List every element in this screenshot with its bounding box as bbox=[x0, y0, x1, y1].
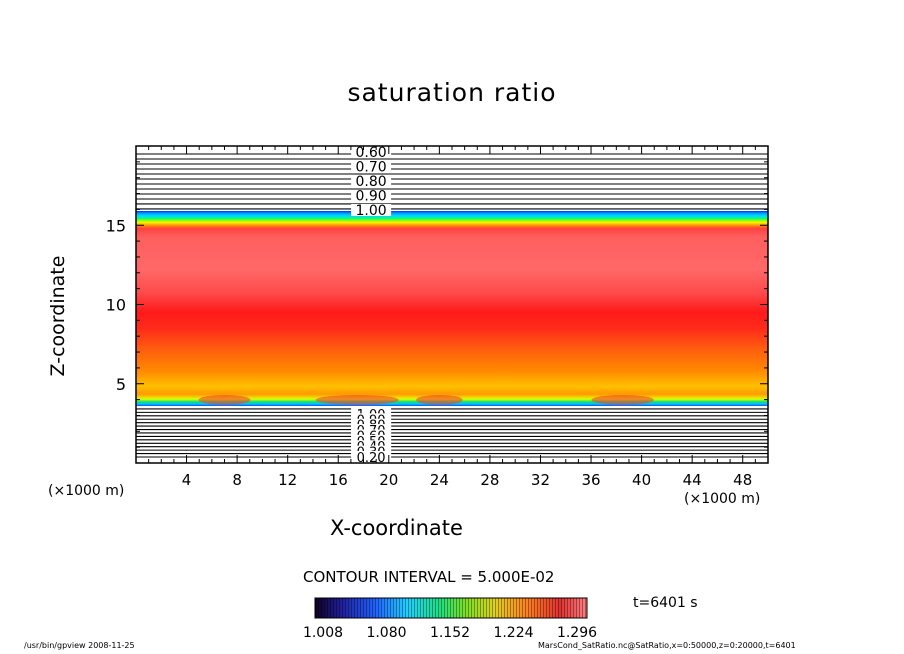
colorbar-tick-labels: 1.008 1.080 1.152 1.224 1.296 bbox=[303, 625, 597, 641]
x-tick-label: 40 bbox=[632, 471, 651, 489]
x-tick-label: 20 bbox=[379, 471, 398, 489]
saturation-bump bbox=[198, 394, 251, 405]
colorbar-tick-label: 1.224 bbox=[493, 625, 533, 641]
colorbar-tick-label: 1.296 bbox=[557, 625, 597, 641]
contour-label: 0.70 bbox=[356, 160, 387, 176]
saturation-band bbox=[136, 210, 768, 406]
x-tick-label: 8 bbox=[232, 471, 242, 489]
saturation-bump bbox=[315, 394, 399, 405]
x-unit-label-left: (×1000 m) bbox=[48, 483, 125, 499]
y-tick-label: 10 bbox=[106, 296, 126, 315]
colorbar-tick-label: 1.008 bbox=[303, 625, 343, 641]
saturation-bump bbox=[591, 394, 654, 405]
contour-label: 0.90 bbox=[356, 189, 387, 205]
contour-label-box bbox=[351, 189, 392, 202]
x-axis-label: X-coordinate bbox=[330, 516, 463, 540]
contour-label-box bbox=[351, 146, 392, 158]
footer-source: MarsCond_SatRatio.nc@SatRatio,x=0:50000,… bbox=[538, 641, 796, 650]
contour-lines bbox=[136, 153, 768, 458]
contour-labels: 0.600.700.800.901.001.000.900.800.700.60… bbox=[351, 145, 392, 466]
colorbar-tick-label: 1.152 bbox=[430, 625, 470, 641]
x-tick-label: 12 bbox=[278, 471, 297, 489]
x-tick-label: 28 bbox=[480, 471, 499, 489]
x-tick-label: 24 bbox=[430, 471, 449, 489]
colorbar bbox=[314, 597, 588, 619]
x-tick-label: 48 bbox=[733, 471, 752, 489]
x-unit-label-right: (×1000 m) bbox=[684, 491, 761, 507]
saturation-fill-layer bbox=[136, 210, 768, 406]
y-tick-label: 5 bbox=[116, 375, 126, 394]
footer-command: /usr/bin/gpview 2008-11-25 bbox=[24, 641, 135, 650]
y-axis-label: Z-coordinate bbox=[47, 255, 69, 377]
colorbar-bins bbox=[315, 598, 587, 618]
time-label: t=6401 s bbox=[633, 595, 698, 611]
x-tick-label: 44 bbox=[683, 471, 702, 489]
y-tick-label: 15 bbox=[106, 216, 126, 235]
contour-label-box bbox=[351, 160, 392, 173]
x-tick-label: 32 bbox=[531, 471, 550, 489]
chart-title: saturation ratio bbox=[347, 78, 557, 107]
contour-label: 1.00 bbox=[356, 203, 387, 219]
contour-label: 0.80 bbox=[356, 174, 387, 190]
saturation-bump bbox=[415, 394, 463, 405]
contour-label-box bbox=[351, 204, 392, 216]
x-tick-label: 36 bbox=[581, 471, 600, 489]
x-tick-label: 4 bbox=[182, 471, 192, 489]
contour-label-box bbox=[351, 175, 392, 187]
contour-interval-label: CONTOUR INTERVAL = 5.000E-02 bbox=[303, 568, 555, 586]
axis-ticks bbox=[135, 145, 769, 463]
contour-label-box bbox=[351, 451, 392, 462]
colorbar-tick-label: 1.080 bbox=[366, 625, 406, 641]
x-tick-label: 16 bbox=[329, 471, 348, 489]
